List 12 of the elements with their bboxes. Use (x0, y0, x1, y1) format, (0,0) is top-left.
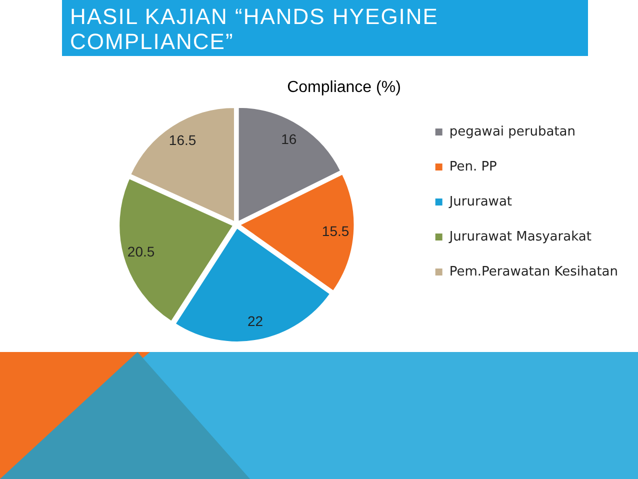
legend-label: Pem.Perawatan Kesihatan (449, 264, 618, 280)
data-label: 15.5 (322, 223, 350, 240)
data-label: 22 (248, 313, 264, 330)
data-label: 16 (281, 130, 297, 147)
chart-title: HASIL KAJIAN “HANDS HYEGINE COMPLIANCE” (62, 0, 588, 56)
data-label: 20.5 (127, 244, 155, 260)
data-label: 16.5 (168, 132, 196, 148)
legend-label: Jururawat Masyarakat (448, 229, 592, 244)
legend-label: Jururawat (448, 194, 512, 210)
legend-label: pegawai perubatan (449, 124, 576, 140)
chart-subtitle: Compliance (%) (287, 79, 401, 96)
legend-label: Pen. PP (449, 159, 498, 174)
